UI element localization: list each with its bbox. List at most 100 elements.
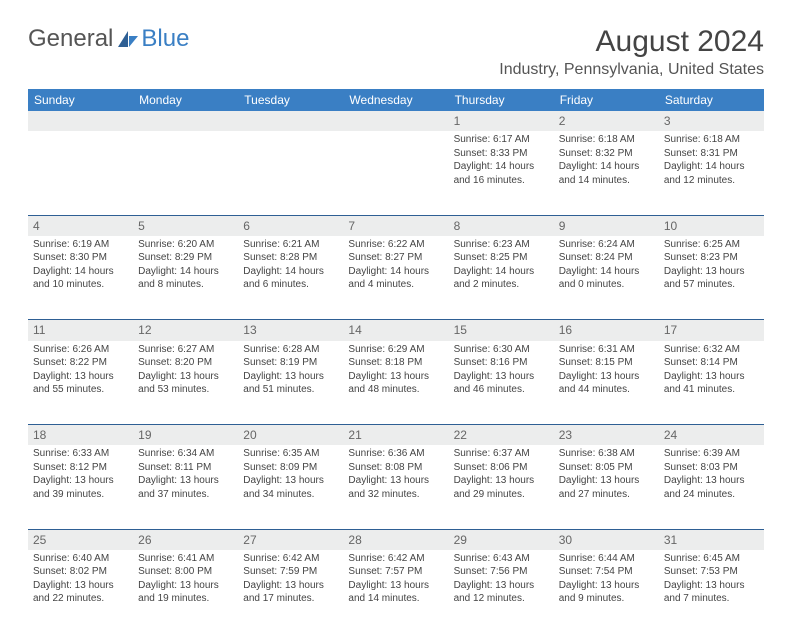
- daylight-line: Daylight: 13 hours and 41 minutes.: [664, 370, 759, 397]
- sunset-line: Sunset: 8:12 PM: [33, 461, 128, 475]
- day-number: [343, 111, 448, 131]
- day-number: 24: [659, 425, 764, 445]
- day-number: 29: [449, 530, 554, 550]
- day-cell: Sunrise: 6:18 AMSunset: 8:32 PMDaylight:…: [554, 131, 659, 215]
- brand-sail-icon: [117, 30, 139, 48]
- day-header: Thursday: [449, 89, 554, 111]
- day-number: 10: [659, 216, 764, 236]
- daylight-line: Daylight: 13 hours and 17 minutes.: [243, 579, 338, 606]
- daynum-row: 25262728293031: [28, 530, 764, 550]
- sunset-line: Sunset: 7:53 PM: [664, 565, 759, 579]
- day-cell: Sunrise: 6:41 AMSunset: 8:00 PMDaylight:…: [133, 550, 238, 634]
- day-cell: Sunrise: 6:33 AMSunset: 8:12 PMDaylight:…: [28, 445, 133, 529]
- daylight-line: Daylight: 13 hours and 37 minutes.: [138, 474, 233, 501]
- sunrise-line: Sunrise: 6:35 AM: [243, 447, 338, 461]
- day-cell: [343, 131, 448, 215]
- content-row: Sunrise: 6:26 AMSunset: 8:22 PMDaylight:…: [28, 341, 764, 425]
- sunrise-line: Sunrise: 6:28 AM: [243, 343, 338, 357]
- sunset-line: Sunset: 8:11 PM: [138, 461, 233, 475]
- brand-name-2: Blue: [141, 25, 189, 53]
- day-number: 19: [133, 425, 238, 445]
- day-cell: Sunrise: 6:39 AMSunset: 8:03 PMDaylight:…: [659, 445, 764, 529]
- sunset-line: Sunset: 8:25 PM: [454, 251, 549, 265]
- calendar-head: SundayMondayTuesdayWednesdayThursdayFrid…: [28, 89, 764, 111]
- sunrise-line: Sunrise: 6:18 AM: [664, 133, 759, 147]
- sunset-line: Sunset: 8:05 PM: [559, 461, 654, 475]
- title-block: August 2024 Industry, Pennsylvania, Unit…: [499, 25, 764, 79]
- sunrise-line: Sunrise: 6:40 AM: [33, 552, 128, 566]
- day-cell: Sunrise: 6:31 AMSunset: 8:15 PMDaylight:…: [554, 341, 659, 425]
- day-number: 11: [28, 320, 133, 340]
- sunset-line: Sunset: 8:08 PM: [348, 461, 443, 475]
- sunrise-line: Sunrise: 6:37 AM: [454, 447, 549, 461]
- sunset-line: Sunset: 8:29 PM: [138, 251, 233, 265]
- sunrise-line: Sunrise: 6:33 AM: [33, 447, 128, 461]
- sunrise-line: Sunrise: 6:45 AM: [664, 552, 759, 566]
- daylight-line: Daylight: 13 hours and 29 minutes.: [454, 474, 549, 501]
- day-number: 26: [133, 530, 238, 550]
- sunset-line: Sunset: 8:30 PM: [33, 251, 128, 265]
- day-number: 17: [659, 320, 764, 340]
- day-number: [133, 111, 238, 131]
- sunset-line: Sunset: 8:03 PM: [664, 461, 759, 475]
- day-cell: Sunrise: 6:19 AMSunset: 8:30 PMDaylight:…: [28, 236, 133, 320]
- day-cell: Sunrise: 6:42 AMSunset: 7:59 PMDaylight:…: [238, 550, 343, 634]
- location-text: Industry, Pennsylvania, United States: [499, 61, 764, 79]
- sunrise-line: Sunrise: 6:21 AM: [243, 238, 338, 252]
- day-number: 2: [554, 111, 659, 131]
- sunset-line: Sunset: 8:28 PM: [243, 251, 338, 265]
- sunrise-line: Sunrise: 6:23 AM: [454, 238, 549, 252]
- daylight-line: Daylight: 13 hours and 27 minutes.: [559, 474, 654, 501]
- daynum-row: 11121314151617: [28, 320, 764, 340]
- sunrise-line: Sunrise: 6:25 AM: [664, 238, 759, 252]
- sunset-line: Sunset: 8:16 PM: [454, 356, 549, 370]
- content-row: Sunrise: 6:17 AMSunset: 8:33 PMDaylight:…: [28, 131, 764, 215]
- day-cell: Sunrise: 6:21 AMSunset: 8:28 PMDaylight:…: [238, 236, 343, 320]
- day-header: Tuesday: [238, 89, 343, 111]
- day-number: 3: [659, 111, 764, 131]
- daylight-line: Daylight: 13 hours and 46 minutes.: [454, 370, 549, 397]
- day-cell: Sunrise: 6:44 AMSunset: 7:54 PMDaylight:…: [554, 550, 659, 634]
- sunrise-line: Sunrise: 6:24 AM: [559, 238, 654, 252]
- day-header: Monday: [133, 89, 238, 111]
- daylight-line: Daylight: 14 hours and 2 minutes.: [454, 265, 549, 292]
- brand-name-1: General: [28, 25, 113, 53]
- daylight-line: Daylight: 14 hours and 0 minutes.: [559, 265, 654, 292]
- content-row: Sunrise: 6:19 AMSunset: 8:30 PMDaylight:…: [28, 236, 764, 320]
- day-cell: Sunrise: 6:22 AMSunset: 8:27 PMDaylight:…: [343, 236, 448, 320]
- day-number: 15: [449, 320, 554, 340]
- day-number: 28: [343, 530, 448, 550]
- daynum-row: 123: [28, 111, 764, 131]
- day-cell: Sunrise: 6:27 AMSunset: 8:20 PMDaylight:…: [133, 341, 238, 425]
- day-number: 20: [238, 425, 343, 445]
- day-cell: Sunrise: 6:25 AMSunset: 8:23 PMDaylight:…: [659, 236, 764, 320]
- daylight-line: Daylight: 14 hours and 14 minutes.: [559, 160, 654, 187]
- sunset-line: Sunset: 8:06 PM: [454, 461, 549, 475]
- day-header: Sunday: [28, 89, 133, 111]
- content-row: Sunrise: 6:40 AMSunset: 8:02 PM Daylight:…: [28, 550, 764, 634]
- day-number: 1: [449, 111, 554, 131]
- daylight-line: Daylight: 14 hours and 12 minutes.: [664, 160, 759, 187]
- day-cell: Sunrise: 6:43 AMSunset: 7:56 PMDaylight:…: [449, 550, 554, 634]
- sunset-line: Sunset: 8:02 PM: [33, 565, 128, 579]
- day-cell: Sunrise: 6:36 AMSunset: 8:08 PMDaylight:…: [343, 445, 448, 529]
- sunset-line: Sunset: 7:59 PM: [243, 565, 338, 579]
- day-cell: [133, 131, 238, 215]
- sunrise-line: Sunrise: 6:43 AM: [454, 552, 549, 566]
- sunrise-line: Sunrise: 6:22 AM: [348, 238, 443, 252]
- daylight-line: Daylight: 13 hours and 57 minutes.: [664, 265, 759, 292]
- day-number: 14: [343, 320, 448, 340]
- sunset-line: Sunset: 8:27 PM: [348, 251, 443, 265]
- sunset-line: Sunset: 8:22 PM: [33, 356, 128, 370]
- sunset-line: Sunset: 8:31 PM: [664, 147, 759, 161]
- sunrise-line: Sunrise: 6:32 AM: [664, 343, 759, 357]
- day-number: 27: [238, 530, 343, 550]
- sunrise-line: Sunrise: 6:42 AM: [243, 552, 338, 566]
- daylight-line: Daylight: 14 hours and 4 minutes.: [348, 265, 443, 292]
- day-number: 16: [554, 320, 659, 340]
- daylight-line: Daylight: 13 hours and 9 minutes.: [559, 579, 654, 606]
- day-header: Saturday: [659, 89, 764, 111]
- day-cell: Sunrise: 6:26 AMSunset: 8:22 PMDaylight:…: [28, 341, 133, 425]
- day-cell: [238, 131, 343, 215]
- day-cell: [28, 131, 133, 215]
